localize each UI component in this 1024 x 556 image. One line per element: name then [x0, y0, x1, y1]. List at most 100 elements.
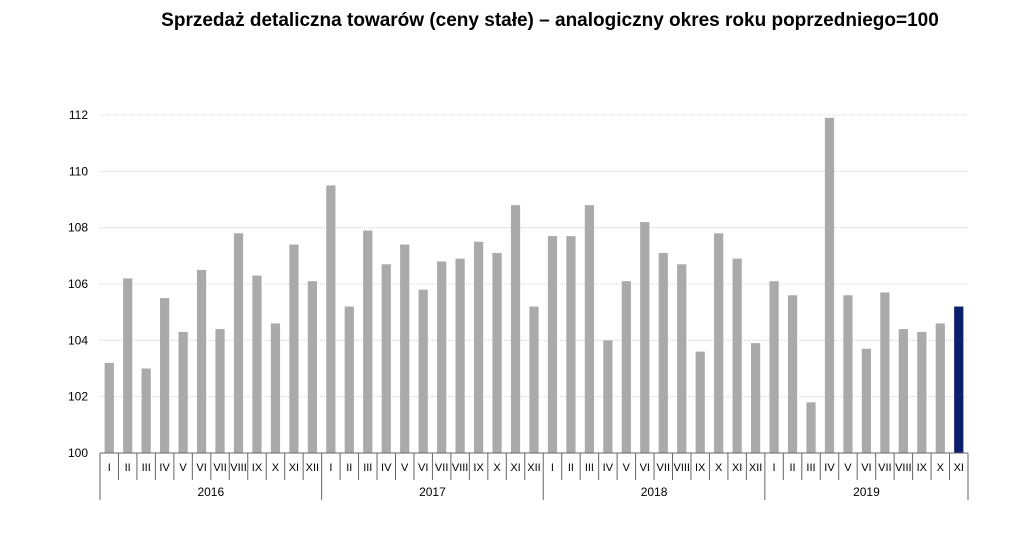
bar	[160, 298, 170, 453]
x-tick-label: VI	[861, 462, 871, 474]
x-tick-label: III	[585, 462, 594, 474]
bar	[732, 258, 742, 453]
chart-title: Sprzedaż detaliczna towarów (ceny stałe)…	[161, 10, 939, 31]
bar	[104, 362, 114, 453]
bar	[935, 323, 945, 453]
bar	[898, 329, 908, 453]
x-tick-label: I	[773, 462, 776, 474]
bar	[196, 269, 207, 453]
year-label: 2017	[419, 485, 446, 499]
bar	[233, 233, 244, 453]
bar	[917, 331, 927, 453]
bar	[381, 264, 391, 453]
year-label: 2018	[641, 485, 668, 499]
bar	[418, 289, 428, 453]
x-tick-label: IX	[695, 462, 706, 474]
x-tick-label: I	[551, 462, 554, 474]
x-tick-label: VIII	[452, 462, 469, 474]
bar	[584, 205, 595, 453]
x-tick-label: I	[329, 462, 332, 474]
x-tick-label: V	[844, 462, 852, 474]
x-tick-label: X	[937, 462, 945, 474]
y-tick-label: 108	[68, 221, 88, 235]
x-tick-label: X	[493, 462, 501, 474]
x-tick-label: IV	[824, 462, 835, 474]
x-tick-label: XII	[527, 462, 540, 474]
bar	[289, 244, 299, 453]
bar	[658, 253, 668, 453]
bar	[455, 258, 465, 453]
year-label: 2016	[197, 485, 224, 499]
x-tick-label: V	[179, 462, 187, 474]
x-tick-label: VI	[640, 462, 650, 474]
y-tick-label: 112	[69, 108, 88, 122]
x-tick-label: IX	[917, 462, 928, 474]
x-tick-label: I	[108, 462, 111, 474]
bar	[861, 348, 872, 453]
x-tick-label: V	[401, 462, 409, 474]
x-tick-label: XI	[510, 462, 520, 474]
x-tick-label: IX	[473, 462, 484, 474]
bar	[529, 306, 539, 453]
bar	[270, 323, 281, 453]
bar	[695, 351, 705, 453]
x-tick-label: VIII	[673, 462, 690, 474]
bar	[510, 205, 521, 453]
bar	[787, 295, 798, 453]
x-tick-label: II	[789, 462, 795, 474]
y-tick-label: 110	[69, 164, 88, 178]
x-tick-label: VII	[213, 462, 226, 474]
bar	[843, 295, 853, 453]
x-tick-label: VII	[435, 462, 448, 474]
bar	[252, 275, 262, 453]
bar	[806, 402, 816, 453]
x-tick-label: V	[623, 462, 631, 474]
bar	[547, 236, 558, 453]
x-tick-label: VI	[418, 462, 428, 474]
bar	[215, 329, 225, 453]
x-tick-label: XI	[954, 462, 964, 474]
bar	[677, 264, 687, 453]
x-tick-label: IX	[252, 462, 263, 474]
x-tick-label: VIII	[230, 462, 247, 474]
y-tick-label: 100	[68, 446, 88, 460]
x-tick-label: IV	[381, 462, 392, 474]
x-tick-label: II	[568, 462, 574, 474]
x-tick-label: III	[363, 462, 372, 474]
x-tick-label: IV	[603, 462, 614, 474]
x-tick-label: VIII	[895, 462, 912, 474]
bar	[621, 281, 631, 453]
x-tick-label: VII	[878, 462, 891, 474]
bar	[400, 244, 410, 453]
x-tick-label: VII	[657, 462, 670, 474]
x-tick-label: II	[125, 462, 131, 474]
x-tick-label: VI	[196, 462, 206, 474]
bar	[824, 117, 835, 453]
y-tick-label: 106	[68, 277, 88, 291]
bar	[141, 368, 151, 453]
y-tick-label: 102	[68, 390, 88, 404]
bar	[123, 278, 133, 453]
x-tick-label: XI	[732, 462, 742, 474]
bar	[492, 253, 502, 453]
bars	[104, 117, 964, 454]
bar	[178, 331, 188, 453]
bar	[307, 281, 317, 453]
x-tick-label: XII	[749, 462, 762, 474]
bar-highlight	[954, 306, 964, 453]
bar	[344, 306, 354, 453]
year-label: 2019	[853, 485, 880, 499]
x-tick-label: III	[142, 462, 151, 474]
bar	[566, 236, 576, 453]
x-tick-label: III	[806, 462, 815, 474]
x-tick-label: XI	[289, 462, 299, 474]
bar	[473, 241, 484, 453]
x-tick-label: XII	[306, 462, 319, 474]
x-tick-label: X	[715, 462, 723, 474]
x-tick-label: IV	[159, 462, 170, 474]
y-tick-label: 104	[68, 333, 88, 347]
bar	[880, 292, 890, 453]
bar	[714, 233, 724, 453]
